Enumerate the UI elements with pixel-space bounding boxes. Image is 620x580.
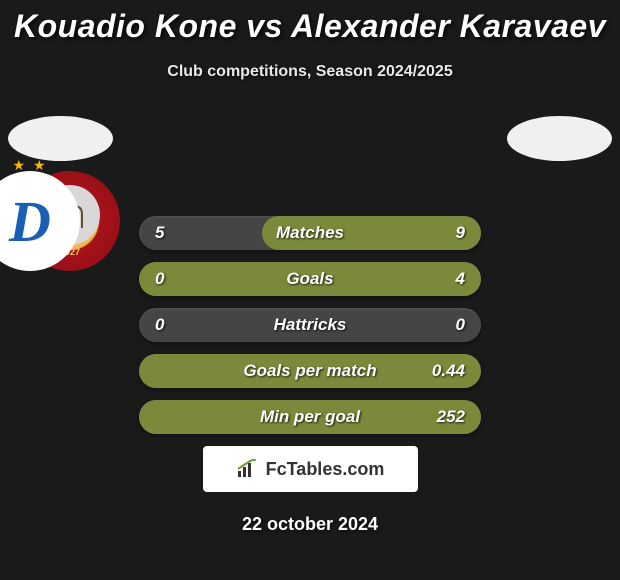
stat-value-right: 9 bbox=[456, 223, 465, 243]
player2-photo bbox=[507, 116, 612, 161]
page-title: Kouadio Kone vs Alexander Karavaev bbox=[0, 8, 620, 45]
player1-photo bbox=[8, 116, 113, 161]
stat-row: 5 Matches 9 bbox=[139, 216, 481, 250]
stat-label: Min per goal bbox=[260, 407, 360, 427]
stat-value-left: 0 bbox=[155, 269, 164, 289]
stat-value-left: 0 bbox=[155, 315, 164, 335]
stat-value-right: 252 bbox=[437, 407, 465, 427]
stat-label: Matches bbox=[276, 223, 344, 243]
stat-value-right: 4 bbox=[456, 269, 465, 289]
brand-box: FcTables.com bbox=[203, 446, 418, 492]
subtitle: Club competitions, Season 2024/2025 bbox=[0, 63, 620, 81]
stat-label: Hattricks bbox=[274, 315, 347, 335]
stat-row: 0 Goals 4 bbox=[139, 262, 481, 296]
content: 1927 ★ ★ D 5Matches90Goals40Hattricks0Go… bbox=[0, 116, 620, 535]
brand-label: FcTables.com bbox=[266, 459, 385, 480]
stat-row: Min per goal 252 bbox=[139, 400, 481, 434]
stat-value-left: 5 bbox=[155, 223, 164, 243]
header: Kouadio Kone vs Alexander Karavaev Club … bbox=[0, 0, 620, 81]
stat-row: 0 Hattricks 0 bbox=[139, 308, 481, 342]
stat-label: Goals bbox=[286, 269, 333, 289]
date-label: 22 october 2024 bbox=[0, 514, 620, 535]
star-icon: ★ ★ bbox=[13, 157, 48, 174]
stats-table: 5 Matches 9 0 Goals 4 0 Hattricks 0 Goals per mat… bbox=[139, 216, 481, 434]
dynamo-letter-icon: D bbox=[9, 188, 51, 255]
stat-row: Goals per match 0.44 bbox=[139, 354, 481, 388]
stat-value-right: 0.44 bbox=[432, 361, 465, 381]
chart-icon bbox=[236, 459, 260, 479]
stat-label: Goals per match bbox=[243, 361, 376, 381]
stat-value-right: 0 bbox=[456, 315, 465, 335]
